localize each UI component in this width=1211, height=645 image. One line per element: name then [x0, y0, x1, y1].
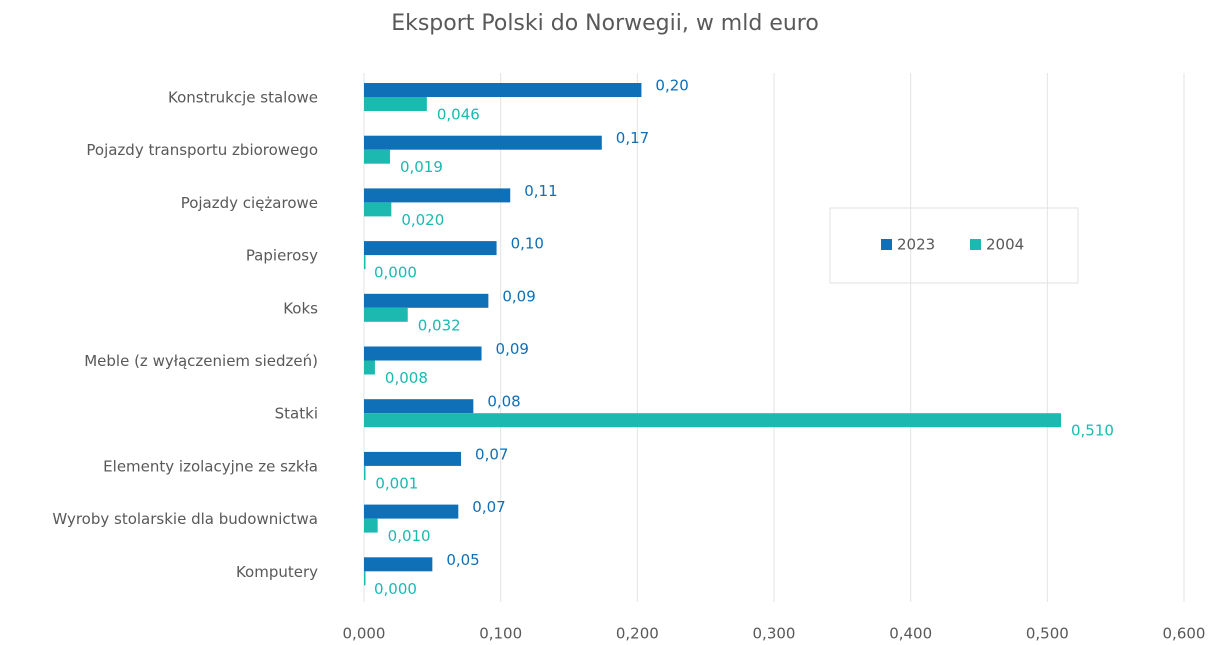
bar — [364, 360, 375, 375]
data-label: 0,019 — [400, 158, 443, 176]
bar — [364, 465, 366, 480]
y-tick-label: Pojazdy transportu zbiorowego — [86, 141, 318, 159]
data-label: 0,17 — [616, 129, 649, 147]
bar — [364, 518, 378, 533]
data-label: 0,08 — [487, 393, 520, 411]
data-label: 0,10 — [511, 235, 544, 253]
bar — [364, 307, 408, 322]
data-label: 0,000 — [374, 580, 417, 598]
x-tick-label: 0,100 — [479, 625, 522, 643]
y-tick-label: Statki — [275, 405, 318, 423]
data-label: 0,09 — [502, 287, 535, 305]
bar — [364, 504, 459, 519]
y-tick-label: Papierosy — [246, 247, 318, 265]
x-tick-label: 0,500 — [1026, 625, 1069, 643]
bar — [364, 202, 392, 217]
data-label: 0,046 — [437, 106, 480, 124]
legend-label: 2004 — [986, 236, 1024, 254]
data-label: 0,008 — [385, 369, 428, 387]
bar — [364, 83, 642, 97]
x-tick-label: 0,300 — [753, 625, 796, 643]
bar — [364, 346, 482, 361]
y-tick-label: Meble (z wyłączeniem siedzeń) — [84, 352, 318, 370]
bar — [364, 571, 366, 586]
bar — [364, 188, 511, 203]
bar — [364, 135, 602, 150]
bar — [364, 557, 433, 572]
bar — [364, 293, 489, 308]
data-label: 0,11 — [524, 182, 557, 200]
y-tick-label: Konstrukcje stalowe — [168, 89, 318, 107]
data-label: 0,032 — [418, 316, 461, 334]
y-tick-label: Koks — [283, 299, 318, 317]
bar — [364, 451, 462, 466]
data-label: 0,05 — [446, 551, 479, 569]
y-tick-label: Elementy izolacyjne ze szkła — [103, 457, 318, 475]
legend-box — [829, 207, 1079, 284]
bar — [364, 399, 474, 414]
x-tick-label: 0,400 — [889, 625, 932, 643]
bar — [364, 413, 1061, 428]
data-label: 0,09 — [496, 340, 529, 358]
data-label: 0,20 — [655, 77, 688, 95]
data-label: 0,07 — [475, 445, 508, 463]
x-tick-label: 0,200 — [616, 625, 659, 643]
legend-swatch — [970, 239, 981, 250]
y-tick-label: Pojazdy ciężarowe — [181, 194, 318, 212]
data-label: 0,000 — [374, 264, 417, 282]
legend-swatch — [881, 239, 892, 250]
bar — [364, 97, 427, 111]
data-label: 0,010 — [388, 527, 431, 545]
x-tick-label: 0,000 — [343, 625, 386, 643]
data-label: 0,510 — [1071, 422, 1114, 440]
data-label: 0,020 — [401, 211, 444, 229]
x-tick-label: 0,600 — [1163, 625, 1206, 643]
bar — [364, 255, 366, 270]
data-label: 0,001 — [375, 474, 418, 492]
bar — [364, 241, 497, 256]
chart-title: Eksport Polski do Norwegii, w mld euro — [391, 11, 819, 36]
y-tick-label: Wyroby stolarskie dla budownictwa — [52, 510, 318, 528]
y-tick-label: Komputery — [236, 563, 318, 581]
legend-label: 2023 — [897, 236, 935, 254]
data-label: 0,07 — [472, 498, 505, 516]
bar — [364, 149, 390, 164]
